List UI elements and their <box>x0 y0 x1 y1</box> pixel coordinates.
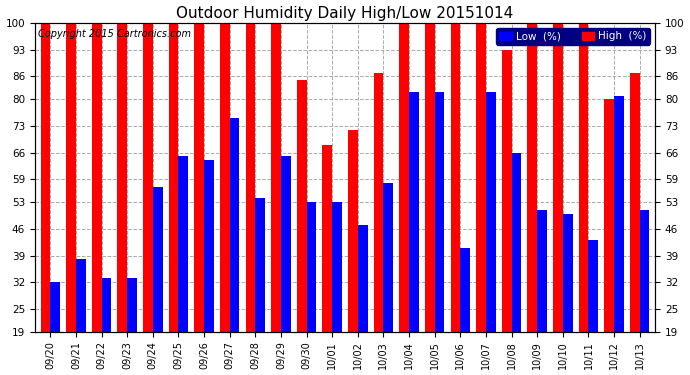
Bar <box>630 73 640 375</box>
Bar <box>460 248 470 375</box>
Bar <box>604 99 614 375</box>
Bar <box>101 278 111 375</box>
Bar <box>92 23 101 375</box>
Bar <box>143 23 152 375</box>
Bar <box>451 23 460 375</box>
Bar <box>553 23 563 375</box>
Bar <box>204 160 214 375</box>
Bar <box>117 23 127 375</box>
Bar <box>168 23 179 375</box>
Bar <box>76 260 86 375</box>
Bar <box>179 156 188 375</box>
Title: Outdoor Humidity Daily High/Low 20151014: Outdoor Humidity Daily High/Low 20151014 <box>177 6 513 21</box>
Bar <box>384 183 393 375</box>
Bar <box>297 80 306 375</box>
Bar <box>322 145 332 375</box>
Bar <box>220 23 230 375</box>
Bar <box>486 92 495 375</box>
Legend: Low  (%), High  (%): Low (%), High (%) <box>496 28 650 45</box>
Bar <box>66 23 76 375</box>
Bar <box>511 153 522 375</box>
Bar <box>230 118 239 375</box>
Bar <box>538 210 547 375</box>
Bar <box>281 156 290 375</box>
Bar <box>358 225 368 375</box>
Bar <box>195 23 204 375</box>
Bar <box>527 23 538 375</box>
Bar <box>152 187 163 375</box>
Bar <box>563 214 573 375</box>
Bar <box>640 210 649 375</box>
Bar <box>306 202 316 375</box>
Bar <box>502 50 511 375</box>
Bar <box>332 202 342 375</box>
Bar <box>614 96 624 375</box>
Bar <box>246 23 255 375</box>
Bar <box>425 23 435 375</box>
Bar <box>400 23 409 375</box>
Bar <box>589 240 598 375</box>
Bar <box>579 23 589 375</box>
Bar <box>271 23 281 375</box>
Bar <box>255 198 265 375</box>
Bar <box>409 92 419 375</box>
Text: Copyright 2015 Cartronics.com: Copyright 2015 Cartronics.com <box>38 29 191 39</box>
Bar <box>127 278 137 375</box>
Bar <box>50 282 60 375</box>
Bar <box>41 23 50 375</box>
Bar <box>435 92 444 375</box>
Bar <box>348 130 358 375</box>
Bar <box>374 73 384 375</box>
Bar <box>476 23 486 375</box>
